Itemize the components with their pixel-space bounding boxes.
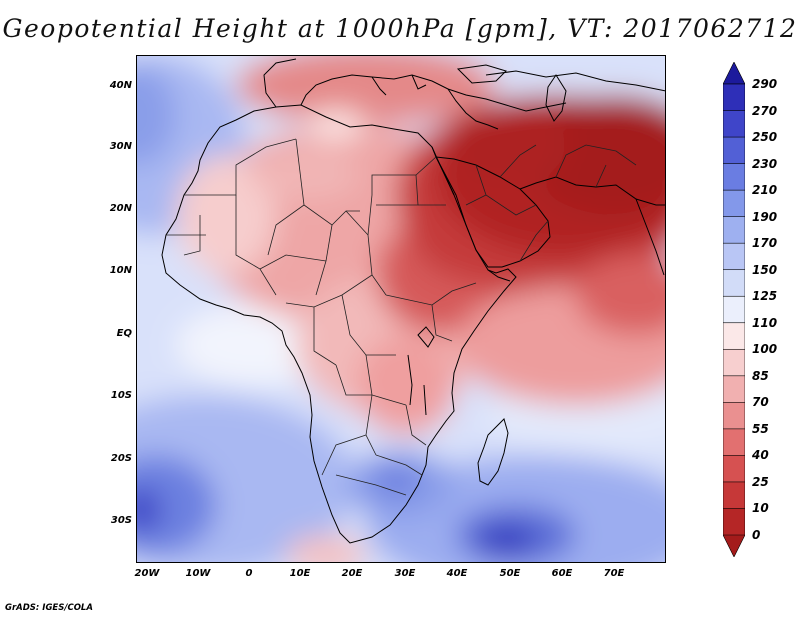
- colorbar-swatch: [722, 348, 746, 377]
- lat-tick-label: 30S: [110, 515, 132, 526]
- colorbar-label: 85: [752, 368, 769, 383]
- colorbar-swatch: [722, 216, 746, 244]
- colorbar-swatch: [722, 402, 746, 430]
- colorbar-label: 210: [752, 183, 778, 198]
- lon-tick-label: 70E: [603, 568, 625, 579]
- colorbar-swatch: [722, 83, 746, 112]
- colorbar-swatch: [722, 242, 746, 271]
- colorbar-swatch: [722, 455, 746, 483]
- colorbar-swatch: [722, 508, 746, 536]
- colorbar-label: 125: [752, 289, 778, 304]
- lon-tick-label: 30E: [394, 568, 416, 579]
- colorbar-swatch: [722, 269, 746, 298]
- colorbar-swatch: [722, 189, 746, 218]
- lat-tick-label: 20S: [110, 453, 132, 464]
- colorbar-label: 150: [752, 262, 778, 277]
- lon-tick-label: 10E: [289, 568, 311, 579]
- colorbar-swatch: [722, 481, 746, 510]
- lat-tick-label: 40N: [109, 80, 132, 91]
- lon-tick-label: 50E: [499, 568, 521, 579]
- map-panel: [136, 55, 666, 563]
- colorbar-label: 190: [752, 209, 778, 224]
- lat-tick-label: 10S: [110, 390, 132, 401]
- lat-tick-label: 30N: [109, 141, 132, 152]
- lat-tick-label: EQ: [116, 328, 132, 339]
- borders: [166, 138, 637, 496]
- lon-tick-label: 40E: [446, 568, 468, 579]
- colorbar-swatch: [722, 136, 746, 165]
- chart-title: Geopotential Height at 1000hPa [gpm], VT…: [2, 14, 798, 43]
- colorbar-label: 250: [752, 130, 778, 145]
- lon-tick-label: 0: [245, 568, 253, 579]
- colorbar-label: 270: [752, 103, 778, 118]
- lon-tick-label: 20E: [341, 568, 363, 579]
- lon-tick-label: 10W: [185, 568, 211, 579]
- colorbar: [722, 61, 746, 558]
- colorbar-swatch: [722, 163, 746, 191]
- lon-tick-label: 60E: [551, 568, 573, 579]
- colorbar-swatch: [722, 295, 746, 324]
- colorbar-label: 290: [752, 77, 778, 91]
- colorbar-label: 10: [752, 501, 769, 516]
- colorbar-label: 170: [752, 236, 778, 251]
- colorbar-swatch: [722, 534, 746, 558]
- lat-tick-label: 20N: [109, 203, 132, 214]
- credit-text: GrADS: IGES/COLA: [5, 603, 93, 613]
- colorbar-label: 230: [752, 156, 778, 171]
- colorbar-swatch: [722, 375, 746, 404]
- colorbar-label: 40: [752, 448, 769, 463]
- lon-tick-label: 20W: [134, 568, 160, 579]
- colorbar-swatch: [722, 428, 746, 457]
- lat-tick-label: 10N: [109, 265, 132, 276]
- colorbar-label: 0: [752, 528, 761, 542]
- colorbar-label: 70: [752, 395, 769, 410]
- colorbar-label: 110: [752, 315, 778, 330]
- colorbar-label: 100: [752, 342, 778, 357]
- colorbar-swatch: [722, 61, 746, 85]
- colorbar-swatch: [722, 110, 746, 138]
- colorbar-label: 55: [752, 421, 769, 436]
- colorbar-swatch: [722, 322, 746, 351]
- colorbar-label: 25: [752, 474, 769, 489]
- height-field: [136, 55, 666, 563]
